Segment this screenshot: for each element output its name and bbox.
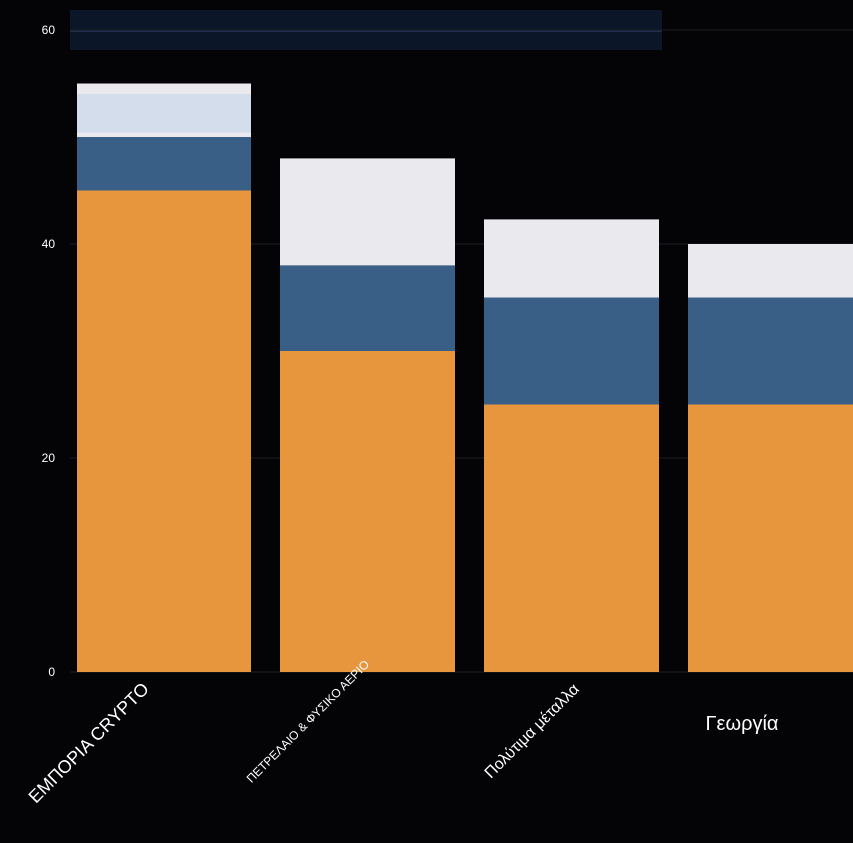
bar-3-segment-0: [688, 404, 853, 672]
bar-2-segment-0: [484, 404, 659, 672]
bars-layer: [77, 83, 853, 672]
bar-1-segment-2: [280, 158, 455, 266]
y-tick-label-3: 60: [42, 23, 56, 37]
bar-group-2: [484, 219, 659, 672]
y-axis: 0 20 40 60: [42, 23, 56, 679]
x-tick-label-3: Γεωργία: [706, 713, 779, 735]
y-tick-label-1: 20: [42, 451, 56, 465]
bar-3-segment-1: [688, 297, 853, 405]
y-tick-label-0: 0: [48, 665, 55, 679]
bar-1-segment-0: [280, 351, 455, 672]
bar-group-3: [688, 244, 853, 672]
bar-1-segment-1: [280, 265, 455, 351]
bar-group-0: [77, 83, 251, 672]
bar-0-segment-1: [77, 137, 251, 191]
bar-2-segment-1: [484, 297, 659, 405]
bar-group-1: [280, 158, 455, 672]
bar-3-segment-2: [688, 244, 853, 298]
bar-0-segment-0: [77, 190, 251, 672]
bar-2-segment-2: [484, 219, 659, 298]
bar-0-segment-2-accent: [77, 94, 251, 133]
y-tick-label-2: 40: [42, 237, 56, 251]
